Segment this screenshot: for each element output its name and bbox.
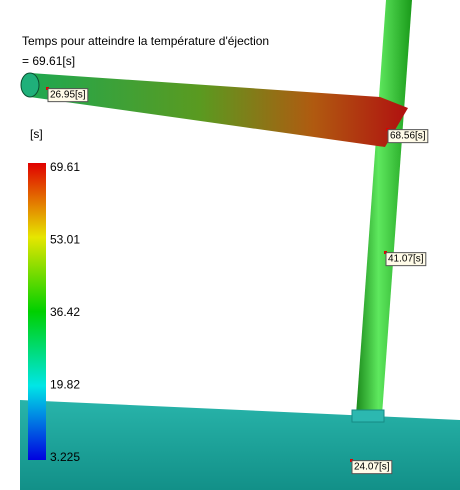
probe-label: 26.95[s] (50, 90, 86, 101)
probe-box (387, 129, 429, 144)
color-scale (28, 163, 46, 460)
legend-tick-label: 69.61 (50, 160, 80, 174)
probe-box (47, 88, 89, 103)
probe: 26.95[s] (46, 87, 89, 103)
part-slab (20, 400, 460, 490)
legend-tick-label: 19.82 (50, 378, 80, 392)
probe-box (385, 252, 427, 267)
gate (351, 409, 385, 423)
probe-label: 24.07[s] (354, 462, 390, 473)
probe-box (351, 460, 393, 475)
max-value: = 69.61[s] (22, 54, 75, 68)
probe: 24.07[s] (350, 459, 393, 475)
legend-tick-label: 36.42 (50, 305, 80, 319)
legend-unit: [s] (30, 127, 43, 141)
probe-label: 41.07[s] (388, 254, 424, 265)
legend-tick-label: 3.225 (50, 450, 80, 464)
probe: 68.56[s] (386, 128, 429, 144)
runner-end (20, 72, 40, 98)
probe-label: 68.56[s] (390, 131, 426, 142)
runner (30, 73, 408, 147)
plot-title: Temps pour atteindre la température d'éj… (22, 34, 269, 48)
legend-tick-label: 53.01 (50, 233, 80, 247)
probe: 41.07[s] (384, 251, 427, 267)
sprue-pipe (356, 0, 412, 415)
